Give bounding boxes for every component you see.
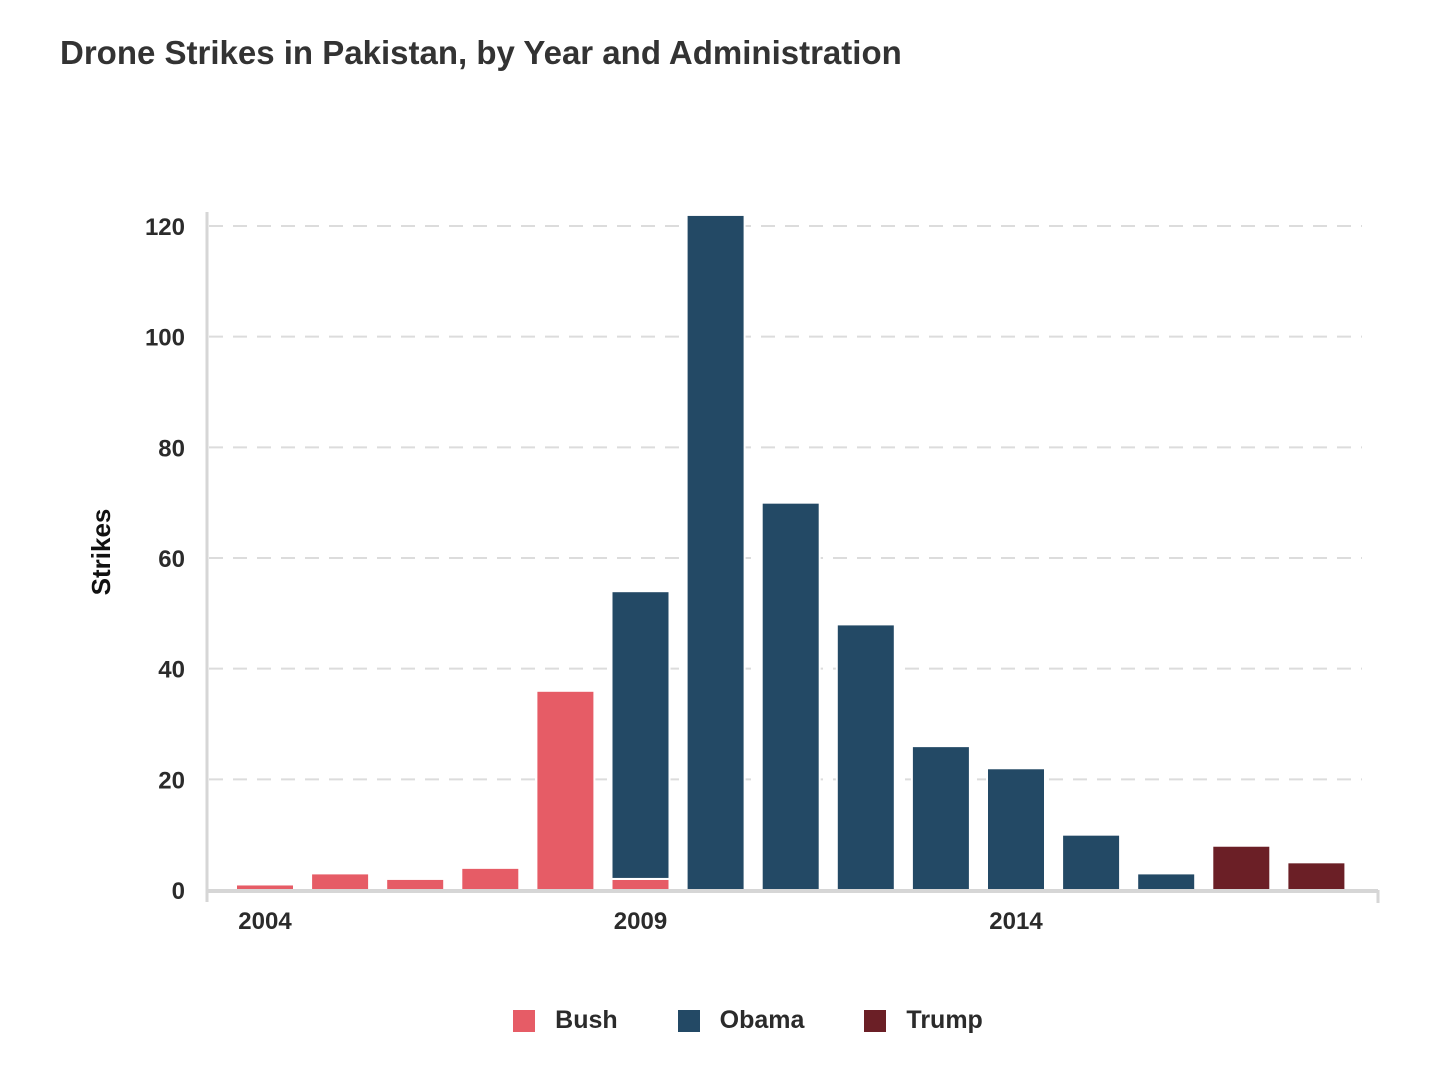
legend-item-bush: Bush [513,1006,618,1035]
bar-obama-2011 [760,501,821,891]
bar-obama-2015 [1061,833,1122,892]
bar-trump-2018 [1286,861,1347,891]
legend-item-trump: Trump [864,1006,983,1035]
bar-obama-2010 [685,213,746,891]
legend: Bush Obama Trump [0,1006,1456,1035]
x-tick-labels: 2004 2009 2014 [238,908,1043,935]
bar-obama-2016 [1136,872,1197,892]
bar-obama-2014 [986,767,1046,891]
y-tick-label: 80 [158,435,185,462]
bar-bush-2006 [385,877,446,892]
x-tick-label: 2014 [989,908,1043,935]
legend-swatch [677,1009,700,1032]
axes [205,212,1380,903]
y-tick-label: 60 [158,546,185,573]
y-tick-label: 40 [158,657,185,684]
bars [235,213,1347,892]
bar-obama-2012 [835,623,896,892]
y-tick-label: 120 [145,214,185,241]
bar-obama-2013 [910,745,971,892]
chart-title: Drone Strikes in Pakistan, by Year and A… [60,34,902,71]
legend-swatch [513,1009,536,1032]
bar-bush-2008 [535,689,596,891]
bar-obama-2009 [610,590,671,880]
legend-label: Obama [719,1006,805,1034]
y-tick-label: 100 [145,325,185,352]
y-tick-label: 20 [158,767,185,794]
bar-bush-2005 [310,872,371,892]
x-tick-label: 2004 [238,908,292,935]
legend-item-obama: Obama [677,1006,805,1035]
y-tick-label: 0 [172,878,185,905]
bar-bush-2009 [610,877,671,892]
chart-plot: 0 20 40 60 80 100 120 2004 2009 2014 Strikes [86,212,1380,935]
legend-swatch [864,1009,887,1032]
bar-trump-2017 [1211,844,1272,892]
x-tick-label: 2009 [614,908,667,935]
y-axis-label: Strikes [86,509,116,596]
legend-label: Bush [555,1006,618,1034]
legend-label: Trump [906,1006,983,1034]
bar-bush-2007 [460,866,521,891]
y-tick-labels: 0 20 40 60 80 100 120 [145,214,185,905]
